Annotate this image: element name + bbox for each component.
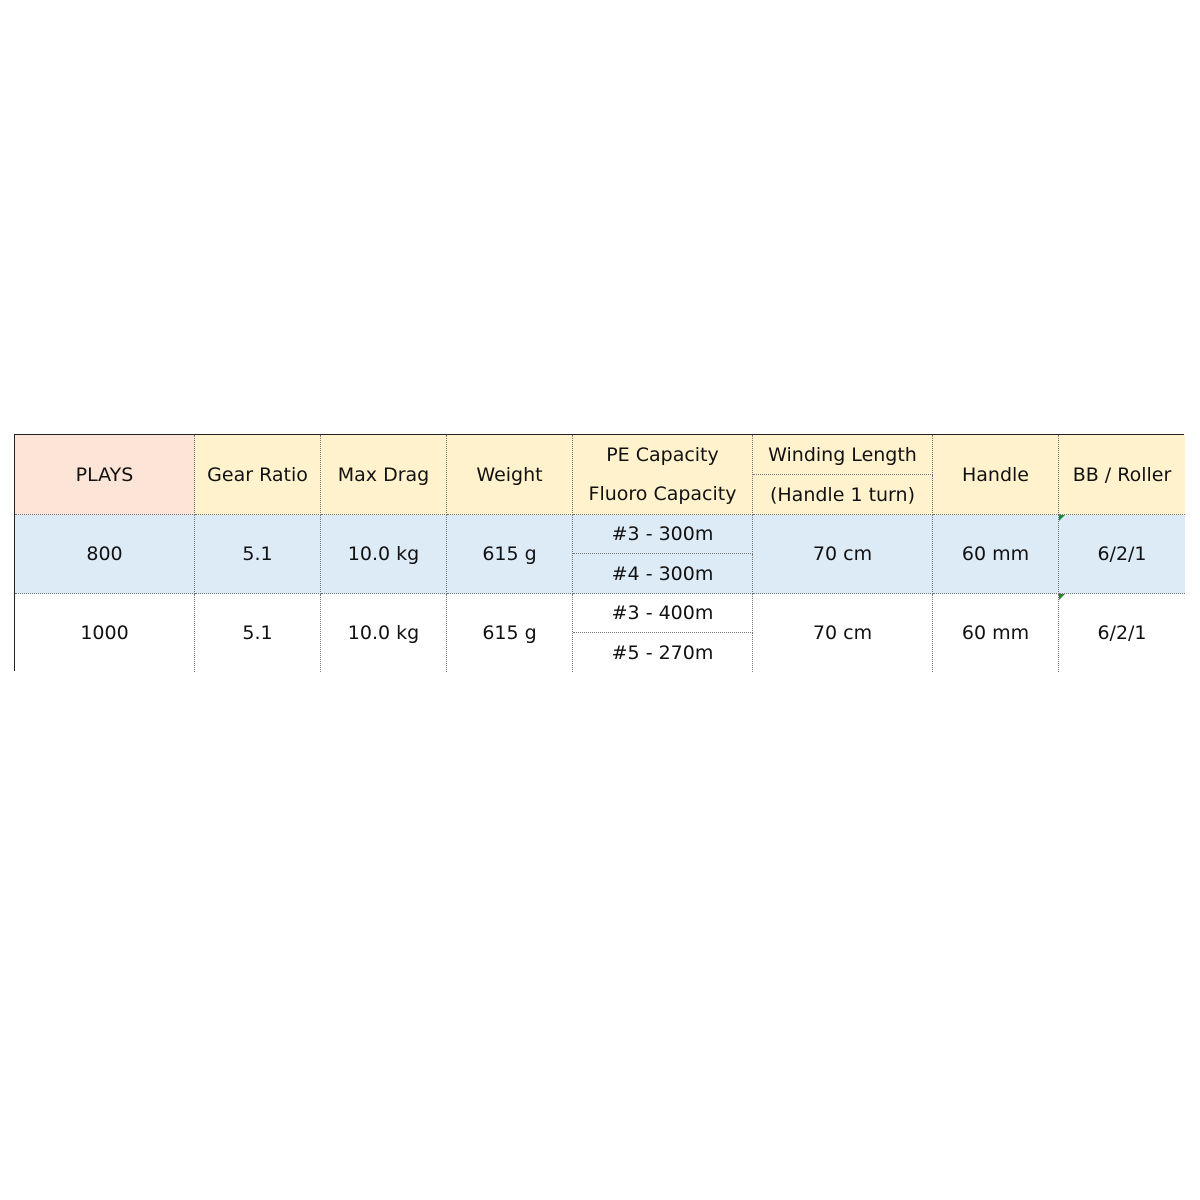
cell-handle: 60 mm (933, 594, 1059, 672)
cell-model: 1000 (15, 594, 195, 672)
header-handle: Handle (933, 435, 1059, 515)
cell-pe-capacity: #3 - 300m (573, 515, 753, 554)
header-fluoro-capacity: Fluoro Capacity (588, 483, 737, 506)
header-max-drag: Max Drag (321, 435, 447, 515)
header-gear-ratio: Gear Ratio (195, 435, 321, 515)
cell-model: 800 (15, 515, 195, 594)
header-model: PLAYS (15, 435, 195, 515)
cell-gear-ratio: 5.1 (195, 594, 321, 672)
header-weight: Weight (447, 435, 573, 515)
cell-handle: 60 mm (933, 515, 1059, 594)
cell-bb-roller-value: 6/2/1 (1097, 543, 1147, 565)
cell-winding-length: 70 cm (753, 594, 933, 672)
comment-marker-icon (1059, 515, 1065, 521)
cell-weight: 615 g (447, 594, 573, 672)
comment-marker-icon (1059, 594, 1065, 600)
cell-bb-roller: 6/2/1 (1059, 515, 1185, 594)
cell-bb-roller: 6/2/1 (1059, 594, 1185, 672)
cell-fluoro-capacity: #5 - 270m (573, 633, 753, 672)
header-winding-length: Winding Length (753, 435, 933, 475)
cell-pe-capacity: #3 - 400m (573, 594, 753, 633)
header-pe-capacity: PE Capacity (606, 443, 719, 466)
cell-fluoro-capacity: #4 - 300m (573, 554, 753, 594)
header-winding-length-sub: (Handle 1 turn) (753, 475, 933, 515)
cell-bb-roller-value: 6/2/1 (1097, 622, 1147, 644)
cell-max-drag: 10.0 kg (321, 594, 447, 672)
spec-table: PLAYS Gear Ratio Max Drag Weight PE Capa… (14, 434, 1185, 672)
cell-winding-length: 70 cm (753, 515, 933, 594)
header-capacity: PE Capacity Fluoro Capacity (573, 435, 753, 515)
header-bb-roller: BB / Roller (1059, 435, 1185, 515)
cell-gear-ratio: 5.1 (195, 515, 321, 594)
cell-max-drag: 10.0 kg (321, 515, 447, 594)
cell-weight: 615 g (447, 515, 573, 594)
